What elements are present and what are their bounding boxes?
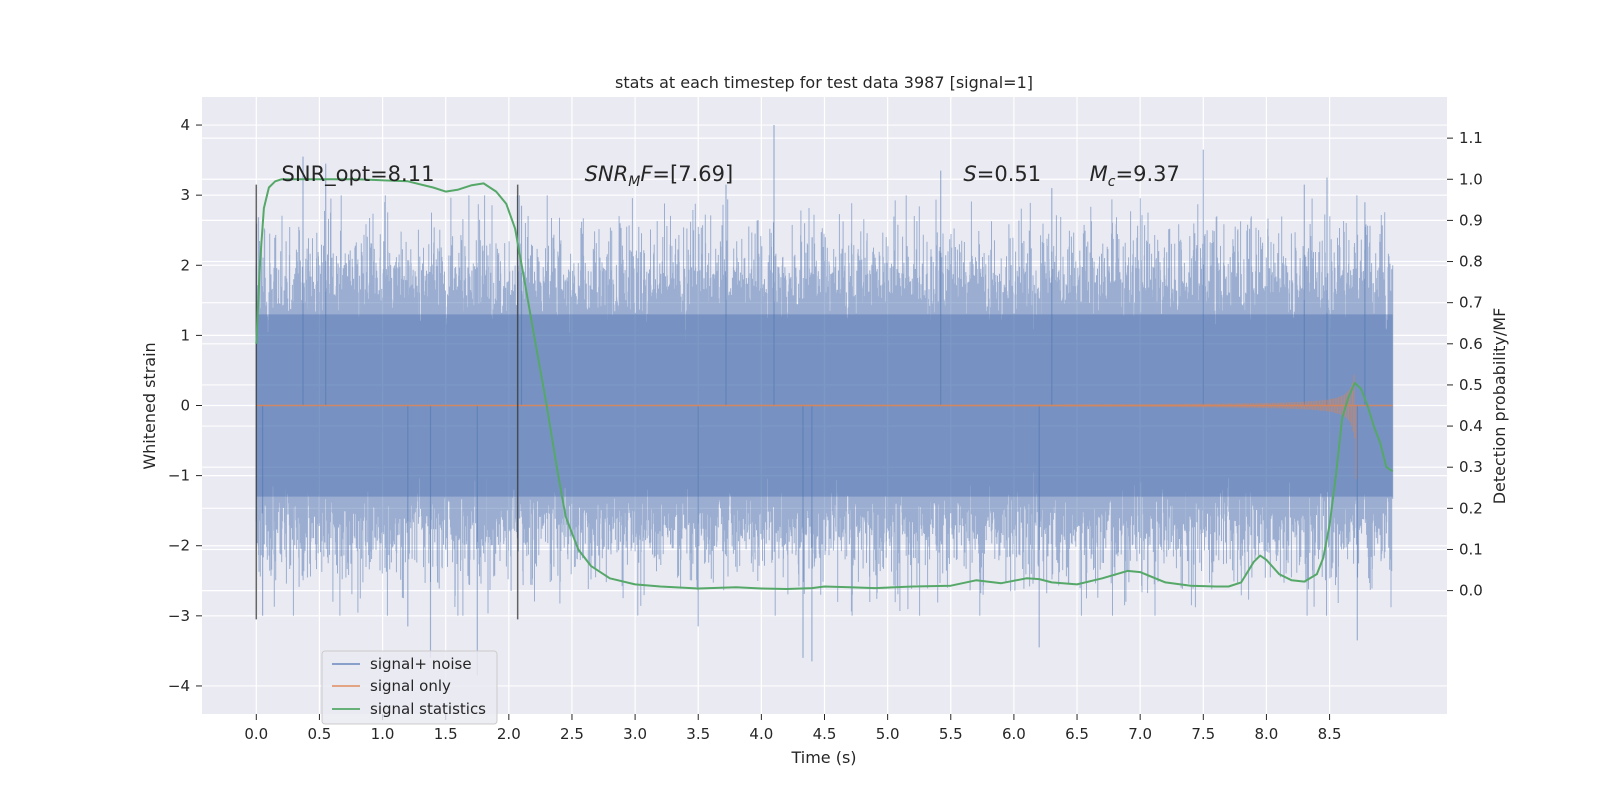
x-tick-label-7: 3.5 — [686, 725, 710, 743]
annotation-chirp-mass: Mc=9.37 — [1090, 162, 1180, 190]
y2-axis-ticks: 0.0 0.1 0.2 0.3 0.4 0.5 0.6 0.7 0.8 0.9 1.0 1.1 — [1447, 129, 1483, 600]
noise-outliers — [262, 125, 1366, 676]
x-tick-label-6: 3.0 — [623, 725, 647, 743]
y2-tick-label-10: 1.0 — [1459, 170, 1483, 188]
y-tick-label-6: 2 — [180, 256, 190, 274]
x-tick-label-13: 6.5 — [1065, 725, 1089, 743]
y-axis-ticks: −4 −3 −2 −1 0 1 2 3 4 — [168, 116, 202, 695]
chart-title: stats at each timestep for test data 398… — [615, 73, 1033, 92]
x-tick-label-16: 8.0 — [1255, 725, 1279, 743]
x-tick-label-8: 4.0 — [749, 725, 773, 743]
y2-tick-label-4: 0.4 — [1459, 417, 1483, 435]
y-tick-label-5: 1 — [180, 326, 190, 344]
y2-axis-label: Detection probability/MF — [1490, 308, 1509, 505]
y2-tick-label-1: 0.1 — [1459, 540, 1483, 558]
legend-label-signal-statistics: signal statistics — [370, 700, 486, 718]
y-tick-label-1: −3 — [168, 607, 190, 625]
y-tick-label-8: 4 — [180, 116, 190, 134]
x-tick-label-9: 4.5 — [813, 725, 837, 743]
vertical-markers — [255, 184, 519, 620]
y-tick-label-0: −4 — [168, 677, 190, 695]
series-signal-statistics — [255, 178, 1394, 590]
annotation-snr-mf: SNRMF=[7.69] — [585, 162, 734, 190]
x-tick-label-4: 2.0 — [497, 725, 521, 743]
y-tick-label-2: −2 — [168, 537, 190, 555]
y2-tick-label-8: 0.8 — [1459, 253, 1483, 271]
annotations: SNR_opt=8.11 SNRMF=[7.69] S=0.51 Mc=9.37 — [282, 162, 1180, 190]
x-tick-label-12: 6.0 — [1002, 725, 1026, 743]
x-tick-label-11: 5.5 — [939, 725, 963, 743]
x-tick-label-3: 1.5 — [434, 725, 458, 743]
legend-label-signal-only: signal only — [370, 677, 451, 695]
y2-tick-label-3: 0.3 — [1459, 458, 1483, 476]
legend: signal+ noise signal only signal statist… — [321, 650, 498, 725]
x-axis-ticks: 0.0 0.5 1.0 1.5 2.0 2.5 3.0 3.5 4.0 4.5 5.0 5.5 6.0 6… — [244, 714, 1342, 743]
y-tick-label-7: 3 — [180, 186, 190, 204]
y-tick-label-3: −1 — [168, 467, 190, 485]
y2-tick-label-7: 0.7 — [1459, 294, 1483, 312]
annotation-s-value: S=0.51 — [963, 162, 1041, 186]
x-tick-label-14: 7.0 — [1128, 725, 1152, 743]
x-tick-label-10: 5.0 — [876, 725, 900, 743]
y-tick-label-4: 0 — [180, 397, 190, 415]
legend-label-signal-noise: signal+ noise — [370, 655, 472, 673]
x-tick-label-0: 0.0 — [244, 725, 268, 743]
y2-tick-label-11: 1.1 — [1459, 129, 1483, 147]
stats-line — [255, 178, 1394, 590]
x-tick-label-17: 8.5 — [1318, 725, 1342, 743]
legend-box — [321, 650, 498, 725]
y2-tick-label-6: 0.6 — [1459, 335, 1483, 353]
y2-tick-label-0: 0.0 — [1459, 582, 1483, 600]
y-axis-label: Whitened strain — [140, 342, 159, 469]
y2-tick-label-9: 0.9 — [1459, 211, 1483, 229]
x-tick-label-1: 0.5 — [307, 725, 331, 743]
annotation-snr-opt: SNR_opt=8.11 — [282, 162, 435, 187]
x-axis-label: Time (s) — [790, 748, 856, 767]
y2-tick-label-2: 0.2 — [1459, 499, 1483, 517]
x-tick-label-15: 7.5 — [1191, 725, 1215, 743]
x-tick-label-2: 1.0 — [371, 725, 395, 743]
x-tick-label-5: 2.5 — [560, 725, 584, 743]
y2-tick-label-5: 0.5 — [1459, 376, 1483, 394]
